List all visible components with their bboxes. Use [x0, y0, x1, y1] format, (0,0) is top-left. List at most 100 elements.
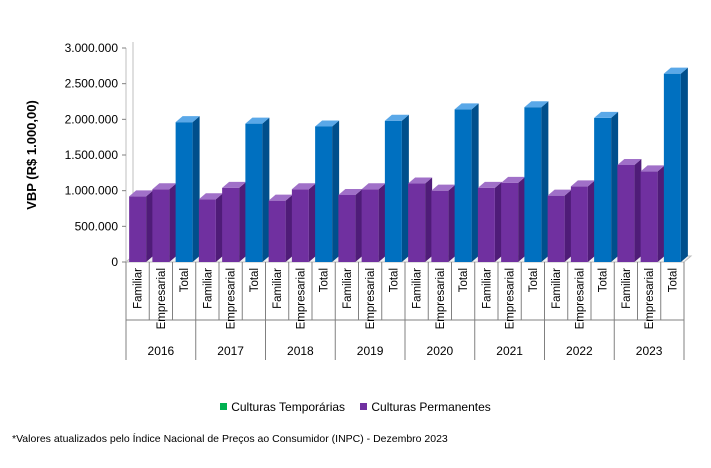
bar-side	[494, 181, 502, 262]
y-tick-label: 500.000	[75, 219, 119, 233]
bar-front	[570, 186, 588, 262]
subcategory-label: Empresarial	[574, 268, 586, 329]
bar-top	[640, 165, 665, 172]
bar-top	[408, 177, 433, 184]
bar-side	[355, 188, 363, 262]
bar-top	[129, 190, 154, 197]
bar-top	[268, 194, 293, 201]
bar-side	[169, 183, 177, 262]
bar-side	[215, 193, 223, 262]
bar-top	[547, 189, 572, 196]
year-label: 2018	[287, 344, 314, 358]
subcategory-label: Total	[667, 268, 679, 292]
bar-top	[338, 188, 363, 195]
bar-top	[152, 183, 177, 190]
year-label: 2020	[427, 344, 454, 358]
bar-side	[657, 165, 665, 262]
bar-front	[384, 120, 402, 262]
bar-front	[129, 196, 147, 262]
bar-top	[315, 120, 340, 127]
bar-top	[431, 184, 456, 191]
subcategory-label: Total	[458, 268, 470, 292]
subcategory-label: Empresarial	[435, 268, 447, 329]
subcategory-label: Familiar	[202, 268, 214, 309]
bar-top	[454, 103, 479, 110]
bar-side	[471, 103, 479, 262]
year-label: 2021	[496, 344, 523, 358]
subcategory-label: Empresarial	[644, 268, 656, 329]
subcategory-label: Total	[528, 268, 540, 292]
legend-item-permanentes: Culturas Permanentes	[360, 400, 491, 414]
subcategory-label: Empresarial	[156, 268, 168, 329]
footnote: *Valores atualizados pelo Índice Naciona…	[12, 433, 448, 445]
y-tick-label: 1.000.000	[65, 184, 119, 198]
bar-front	[315, 126, 333, 262]
bar-side	[564, 189, 572, 262]
year-label: 2022	[566, 344, 593, 358]
bar-top	[198, 193, 223, 200]
subcategory-label: Familiar	[481, 268, 493, 309]
bar-front	[663, 73, 681, 263]
legend-item-temporarias: Culturas Temporárias	[220, 400, 345, 414]
year-label: 2017	[217, 344, 244, 358]
bar-side	[285, 194, 293, 262]
bar-top	[361, 183, 386, 190]
bar-side	[146, 190, 154, 262]
subcategory-label: Familiar	[342, 268, 354, 309]
bar-front	[245, 123, 263, 262]
bar-side	[634, 158, 642, 262]
bar-side	[332, 120, 340, 262]
bar-front	[338, 194, 356, 262]
subcategory-label: Empresarial	[226, 268, 238, 329]
bar-side	[680, 67, 688, 263]
bar-front	[477, 187, 495, 262]
bar-top	[594, 111, 619, 118]
y-axis-title: VBP (R$ 1.000,00)	[24, 100, 39, 210]
bar-top	[175, 116, 200, 123]
bar-top	[291, 183, 316, 190]
bar-top	[663, 67, 688, 74]
bar-side	[378, 183, 386, 262]
bar-front	[640, 171, 658, 262]
bar-front	[268, 200, 286, 262]
legend-swatch-permanentes	[360, 403, 368, 410]
bar-top	[384, 114, 409, 121]
year-label: 2023	[636, 344, 663, 358]
bar-top	[524, 101, 549, 108]
subcategory-label: Familiar	[621, 268, 633, 309]
y-tick-label: 0	[111, 255, 118, 269]
bar-front	[594, 117, 612, 262]
bar-front	[198, 199, 216, 262]
bar-side	[587, 180, 595, 262]
bar-side	[401, 114, 409, 262]
bar-top	[245, 117, 270, 124]
bar-front	[222, 187, 240, 262]
bar-side	[448, 184, 456, 262]
bar-top	[617, 158, 642, 165]
bar-side	[192, 116, 200, 262]
bar-side	[308, 183, 316, 262]
bar-side	[611, 111, 619, 262]
y-tick-label: 2.000.000	[65, 112, 119, 126]
bar-side	[262, 117, 270, 262]
subcategory-label: Empresarial	[295, 268, 307, 329]
bar-top	[501, 176, 526, 183]
subcategory-label: Familiar	[551, 268, 563, 309]
bar-side	[541, 101, 549, 262]
bar-front	[501, 182, 519, 262]
y-tick-label: 2.500.000	[65, 77, 119, 91]
bar-top	[570, 180, 595, 187]
y-tick-label: 1.500.000	[65, 148, 119, 162]
year-label: 2016	[148, 344, 175, 358]
bar-side	[425, 177, 433, 262]
subcategory-label: Familiar	[133, 268, 145, 309]
subcategory-label: Total	[388, 268, 400, 292]
subcategory-label: Familiar	[412, 268, 424, 309]
legend: Culturas Temporárias Culturas Permanente…	[0, 399, 711, 414]
bar-front	[152, 189, 170, 262]
legend-label-temporarias: Culturas Temporárias	[231, 399, 346, 414]
bar-front	[617, 164, 635, 262]
subcategory-label: Total	[179, 268, 191, 292]
